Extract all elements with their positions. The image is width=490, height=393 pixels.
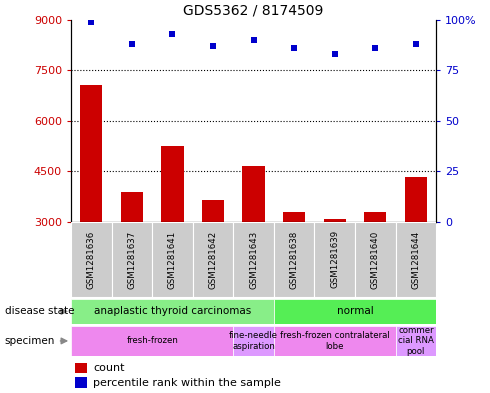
- Bar: [121, 192, 143, 222]
- Point: [128, 41, 136, 47]
- Bar: [395, 326, 436, 356]
- Bar: [80, 85, 102, 222]
- Text: normal: normal: [337, 307, 373, 316]
- Bar: [71, 299, 274, 324]
- Text: count: count: [93, 363, 124, 373]
- Bar: [112, 222, 152, 297]
- Bar: [193, 222, 233, 297]
- Bar: [274, 299, 436, 324]
- Point: [331, 51, 339, 57]
- Bar: [233, 326, 274, 356]
- Bar: [161, 146, 184, 222]
- Bar: [71, 222, 112, 297]
- Bar: [405, 176, 427, 222]
- Title: GDS5362 / 8174509: GDS5362 / 8174509: [183, 3, 324, 17]
- Text: GSM1281639: GSM1281639: [330, 230, 339, 288]
- Bar: [283, 212, 305, 222]
- Text: GSM1281638: GSM1281638: [290, 230, 298, 288]
- Point: [371, 45, 379, 51]
- Text: fresh-frozen: fresh-frozen: [126, 336, 178, 345]
- Point: [412, 41, 420, 47]
- Bar: [274, 326, 395, 356]
- Point: [249, 37, 258, 43]
- Text: GSM1281640: GSM1281640: [371, 230, 380, 288]
- Bar: [274, 222, 315, 297]
- Bar: [364, 212, 387, 222]
- Point: [87, 18, 95, 25]
- Bar: [315, 222, 355, 297]
- Bar: [74, 362, 88, 373]
- Bar: [71, 326, 233, 356]
- Text: GSM1281644: GSM1281644: [411, 230, 420, 288]
- Text: percentile rank within the sample: percentile rank within the sample: [93, 378, 281, 387]
- Point: [209, 43, 217, 49]
- Text: anaplastic thyroid carcinomas: anaplastic thyroid carcinomas: [94, 307, 251, 316]
- Text: GSM1281637: GSM1281637: [127, 230, 136, 288]
- Text: commer
cial RNA
pool: commer cial RNA pool: [398, 326, 434, 356]
- Text: fresh-frozen contralateral
lobe: fresh-frozen contralateral lobe: [280, 331, 390, 351]
- Text: specimen: specimen: [5, 336, 55, 346]
- Point: [169, 31, 176, 37]
- Bar: [355, 222, 395, 297]
- Text: GSM1281641: GSM1281641: [168, 230, 177, 288]
- Text: disease state: disease state: [5, 307, 74, 316]
- Bar: [243, 166, 265, 222]
- Text: GSM1281636: GSM1281636: [87, 230, 96, 288]
- Text: GSM1281643: GSM1281643: [249, 230, 258, 288]
- Bar: [152, 222, 193, 297]
- Bar: [74, 377, 88, 387]
- Point: [290, 45, 298, 51]
- Bar: [202, 200, 224, 222]
- Bar: [323, 219, 346, 222]
- Text: GSM1281642: GSM1281642: [209, 230, 218, 288]
- Bar: [233, 222, 274, 297]
- Text: fine-needle
aspiration: fine-needle aspiration: [229, 331, 278, 351]
- Bar: [395, 222, 436, 297]
